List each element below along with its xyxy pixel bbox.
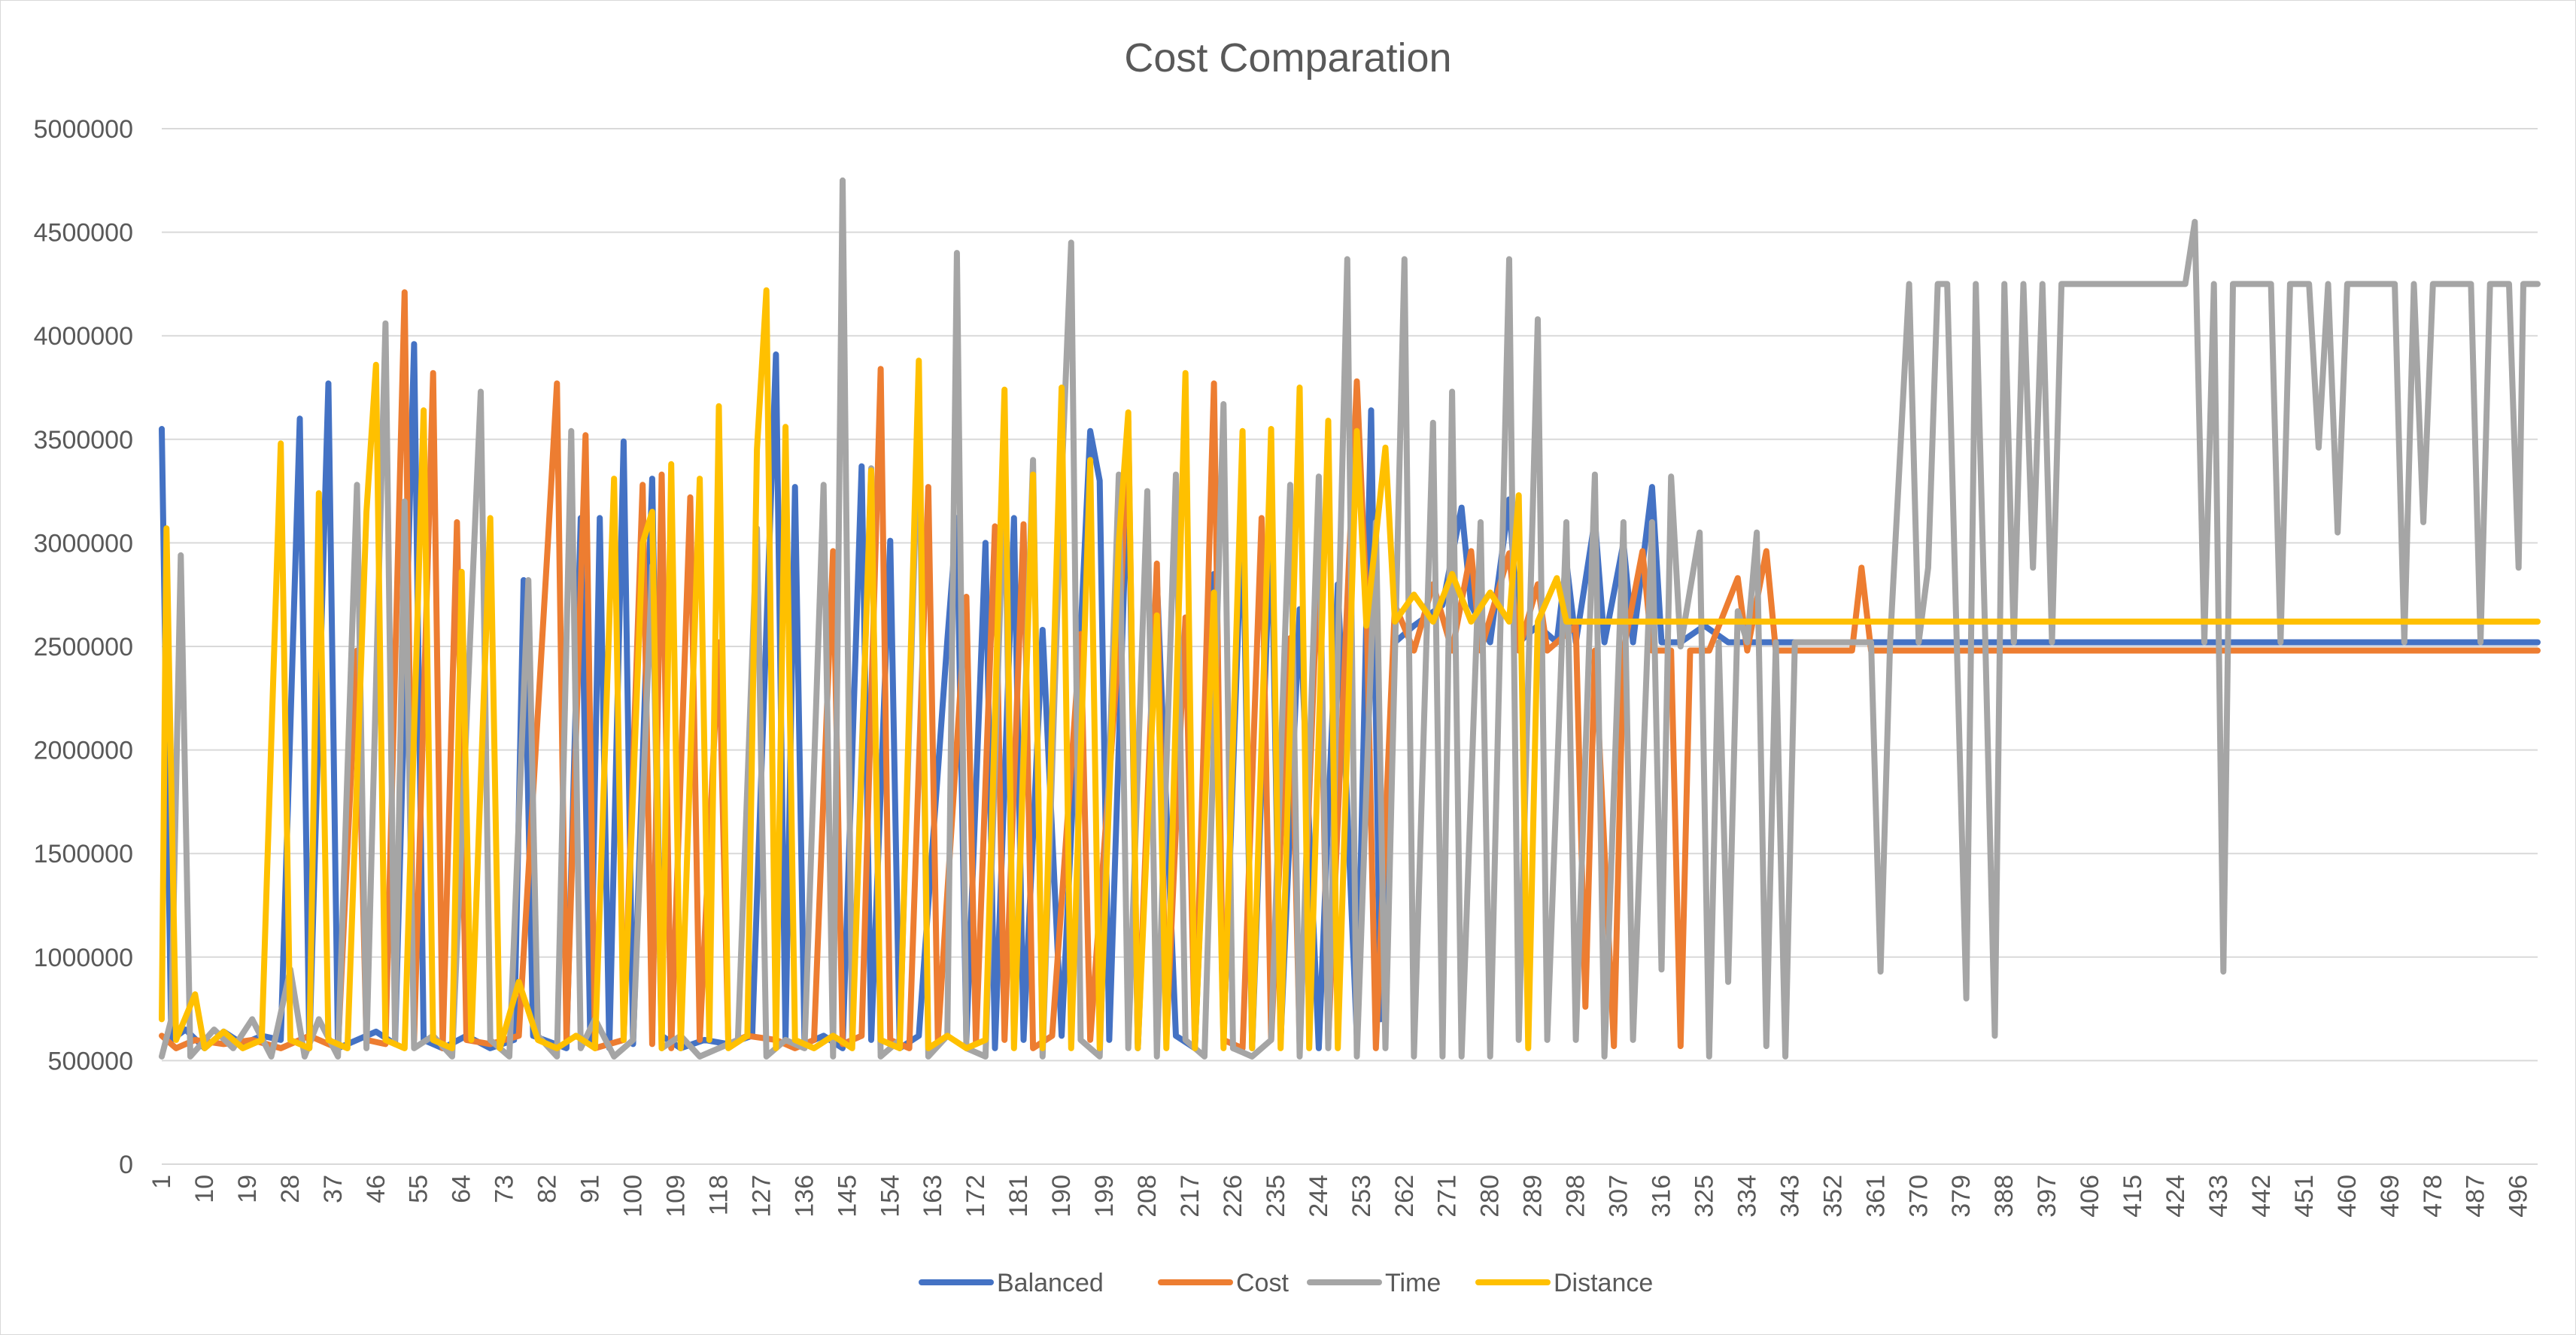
x-tick-label: 145 (833, 1175, 861, 1218)
x-tick-label: 100 (619, 1175, 648, 1218)
y-tick-label: 2000000 (34, 737, 133, 765)
y-tick-label: 500000 (48, 1047, 133, 1075)
x-tick-label: 415 (2119, 1175, 2147, 1218)
series-line-time (159, 177, 2541, 1060)
x-tick-label: 91 (576, 1175, 605, 1203)
series-line-distance (159, 287, 2541, 1051)
x-tick-label: 181 (1004, 1175, 1033, 1218)
x-tick-label: 496 (2505, 1175, 2533, 1218)
legend-label: Cost (1236, 1269, 1289, 1297)
x-tick-label: 280 (1476, 1175, 1505, 1218)
legend-item-time: Time (1307, 1269, 1441, 1297)
x-tick-label: 460 (2333, 1175, 2362, 1218)
y-tick-label: 2500000 (34, 633, 133, 661)
x-tick-label: 379 (1947, 1175, 1976, 1218)
x-tick-label: 451 (2290, 1175, 2319, 1218)
legend-item-balanced: Balanced (919, 1269, 1104, 1297)
x-tick-label: 172 (961, 1175, 990, 1218)
legend-label: Distance (1554, 1269, 1653, 1297)
y-tick-label: 1500000 (34, 840, 133, 868)
x-tick-label: 424 (2161, 1175, 2190, 1218)
x-tick-label: 406 (2076, 1175, 2104, 1218)
x-tick-label: 352 (1818, 1175, 1847, 1218)
x-tick-label: 109 (661, 1175, 690, 1218)
y-tick-label: 5000000 (34, 115, 133, 144)
x-tick-label: 37 (319, 1175, 348, 1203)
legend-label: Time (1385, 1269, 1441, 1297)
y-tick-label: 0 (119, 1151, 133, 1179)
x-tick-label: 388 (1990, 1175, 2019, 1218)
x-tick-label: 10 (190, 1175, 219, 1203)
x-tick-label: 397 (2033, 1175, 2061, 1218)
x-tick-label: 433 (2204, 1175, 2233, 1218)
x-tick-label: 244 (1305, 1175, 1333, 1218)
x-tick-label: 334 (1733, 1175, 1761, 1218)
x-tick-label: 271 (1433, 1175, 1462, 1218)
x-tick-label: 217 (1176, 1175, 1204, 1218)
y-tick-label: 3500000 (34, 426, 133, 455)
legend-label: Balanced (997, 1269, 1104, 1297)
x-tick-label: 1 (147, 1175, 176, 1189)
x-tick-label: 307 (1605, 1175, 1633, 1218)
x-tick-label: 46 (362, 1175, 390, 1203)
x-tick-label: 442 (2247, 1175, 2276, 1218)
x-tick-label: 298 (1562, 1175, 1590, 1218)
x-tick-label: 469 (2376, 1175, 2404, 1218)
x-tick-label: 262 (1390, 1175, 1419, 1218)
x-tick-label: 28 (276, 1175, 305, 1203)
x-tick-label: 343 (1776, 1175, 1804, 1218)
x-tick-label: 370 (1904, 1175, 1933, 1218)
x-tick-label: 73 (491, 1175, 519, 1203)
x-tick-label: 55 (405, 1175, 433, 1203)
x-tick-label: 208 (1133, 1175, 1162, 1218)
x-tick-label: 154 (876, 1175, 904, 1218)
y-tick-label: 4500000 (34, 219, 133, 248)
series-lines (159, 177, 2541, 1060)
x-tick-label: 199 (1090, 1175, 1119, 1218)
y-tick-label: 3000000 (34, 529, 133, 558)
x-tick-label: 82 (533, 1175, 562, 1203)
legend-item-cost: Cost (1158, 1269, 1289, 1297)
x-tick-label: 235 (1262, 1175, 1290, 1218)
x-tick-label: 127 (747, 1175, 776, 1218)
x-tick-label: 316 (1648, 1175, 1676, 1218)
x-tick-label: 118 (704, 1175, 733, 1215)
x-tick-label: 226 (1219, 1175, 1247, 1218)
x-tick-label: 361 (1861, 1175, 1890, 1218)
x-tick-label: 478 (2419, 1175, 2447, 1218)
y-tick-label: 4000000 (34, 322, 133, 351)
x-tick-label: 325 (1690, 1175, 1718, 1218)
x-tick-label: 64 (448, 1175, 476, 1203)
legend: Balanced Cost Time Distance (919, 1269, 1653, 1297)
x-tick-label: 487 (2462, 1175, 2490, 1218)
x-tick-label: 190 (1047, 1175, 1076, 1218)
x-tick-label: 136 (790, 1175, 819, 1218)
x-tick-label: 19 (233, 1175, 262, 1203)
x-tick-label: 163 (919, 1175, 947, 1218)
x-axis-tick-labels: 1 10 19 28 37 46 55 64 73 82 91 100 109 118 127 136 145 1… (147, 1175, 2533, 1218)
y-tick-label: 1000000 (34, 944, 133, 972)
legend-item-distance: Distance (1475, 1269, 1653, 1297)
y-axis-tick-labels: 0 500000 1000000 1500000 2000000 2500000 30000… (34, 115, 133, 1179)
x-tick-label: 253 (1347, 1175, 1376, 1218)
chart-title: Cost Comparation (1124, 35, 1451, 81)
x-tick-label: 289 (1519, 1175, 1548, 1218)
